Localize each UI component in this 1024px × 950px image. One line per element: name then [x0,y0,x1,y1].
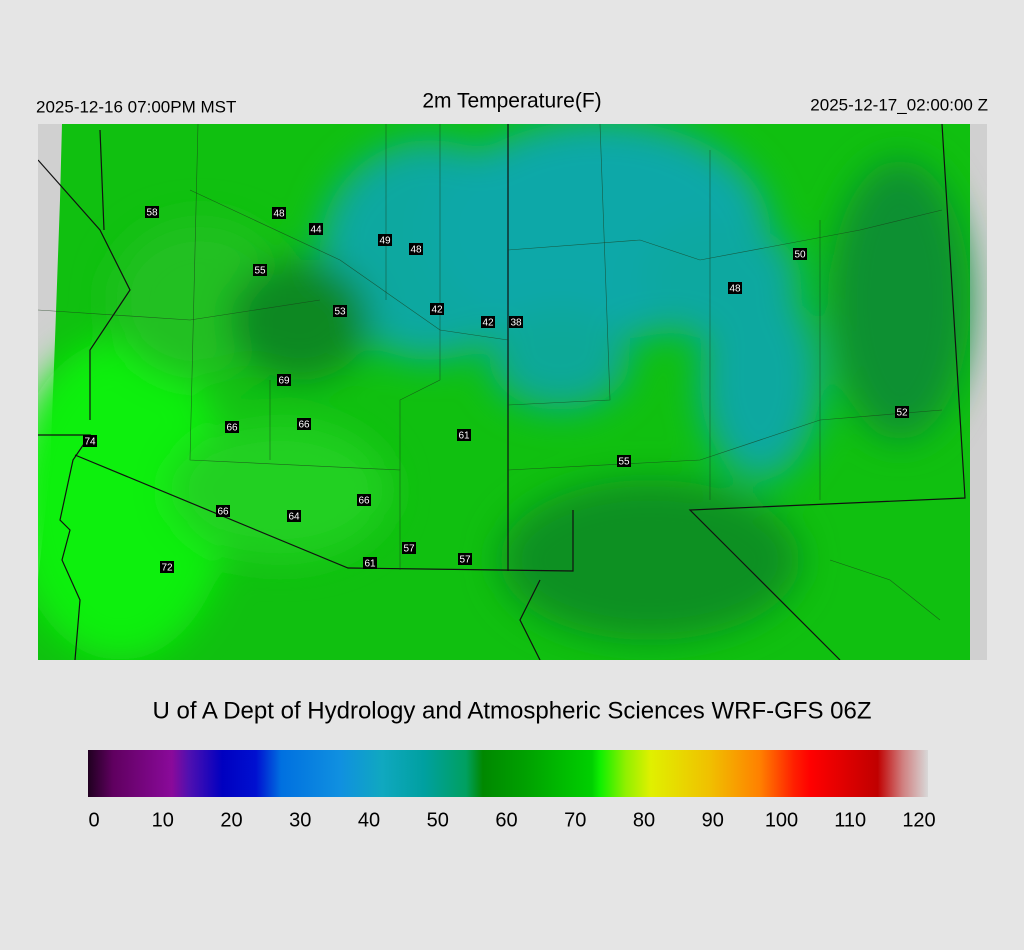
colorbar [88,750,928,797]
station: 69 [277,374,291,387]
station-box [333,305,347,317]
station-box [402,542,416,554]
station-box [509,316,523,328]
station-temp: 48 [273,209,285,220]
station: 66 [357,494,371,507]
station-temp: 66 [217,507,229,518]
station: 64 [287,510,301,523]
station: 52 [895,406,909,419]
station: 48 [728,282,742,295]
station-temp: 74 [84,437,96,448]
station-temp: 50 [794,250,806,261]
station-box [457,429,471,441]
station-temp: 42 [431,305,443,316]
station: 42 [481,316,495,329]
station-box [287,510,301,522]
station: 55 [617,455,631,468]
station-box [363,557,377,569]
station: 42 [430,303,444,316]
station-temp: 57 [459,555,471,566]
station-box [430,303,444,315]
station: 72 [160,561,174,574]
station-temp: 64 [288,512,300,523]
station: 48 [409,243,423,256]
station-box [253,264,267,276]
colorbar-tick-label: 40 [358,809,380,831]
station: 66 [225,421,239,434]
station-box [409,243,423,255]
station-box [357,494,371,506]
station-box [83,435,97,447]
colorbar-tick-label: 10 [152,809,174,831]
colorbar-tick-label: 50 [427,809,449,831]
station: 38 [509,316,523,329]
station-temp: 61 [458,431,470,442]
station: 57 [402,542,416,555]
colorbar-tick-label: 100 [765,809,798,831]
station-temp: 69 [278,376,290,387]
station-box [272,207,286,219]
station-temp: 66 [358,496,370,507]
station-temp: 42 [482,318,494,329]
station-box [481,316,495,328]
station-box [895,406,909,418]
station-temp: 57 [403,544,415,555]
station: 74 [83,435,97,448]
station-box [216,505,230,517]
station-box [458,553,472,565]
station: 66 [297,418,311,431]
station-temp: 55 [254,266,266,277]
station-temp: 66 [226,423,238,434]
station-box [617,455,631,467]
station-temp: 53 [334,307,346,318]
colorbar-tick-label: 30 [289,809,311,831]
station: 66 [216,505,230,518]
station-temp: 48 [729,284,741,295]
colorbar-tick-label: 0 [88,809,99,831]
station-temp: 58 [146,208,158,219]
footer-credit: U of A Dept of Hydrology and Atmospheric… [153,697,872,724]
station-box [297,418,311,430]
station-temp: 61 [364,559,376,570]
station-temp: 44 [310,225,322,236]
station-temp: 49 [379,236,391,247]
station: 50 [793,248,807,261]
station: 57 [458,553,472,566]
utc-time: 2025-12-17_02:00:00 Z [810,95,988,114]
station-box [145,206,159,218]
station: 53 [333,305,347,318]
station-temp: 48 [410,245,422,256]
station-temp: 72 [161,563,173,574]
station: 55 [253,264,267,277]
station-temp: 55 [618,457,630,468]
station-temp: 38 [510,318,522,329]
station-box [378,234,392,246]
colorbar-tick-label: 80 [633,809,655,831]
colorbar-tick-label: 20 [220,809,242,831]
station-box [309,223,323,235]
station: 61 [363,557,377,570]
station-box [225,421,239,433]
colorbar-tick-label: 60 [495,809,517,831]
station: 48 [272,207,286,220]
station-box [793,248,807,260]
colorbar-tick-label: 70 [564,809,586,831]
station-temp: 66 [298,420,310,431]
local-time: 2025-12-16 07:00PM MST [36,97,236,116]
station: 61 [457,429,471,442]
station: 58 [145,206,159,219]
station-box [160,561,174,573]
colorbar-tick-label: 120 [902,809,935,831]
colorbar-tick-label: 90 [702,809,724,831]
map-title: 2m Temperature(F) [422,90,601,113]
station-temp: 52 [896,408,908,419]
station: 49 [378,234,392,247]
station-box [728,282,742,294]
station-box [277,374,291,386]
colorbar-tick-label: 110 [834,809,866,831]
map: 58 48 44 49 48 55 53 42 42 38 69 66 66 61 74 55 50 48 52 66… [38,124,987,660]
station: 44 [309,223,323,236]
